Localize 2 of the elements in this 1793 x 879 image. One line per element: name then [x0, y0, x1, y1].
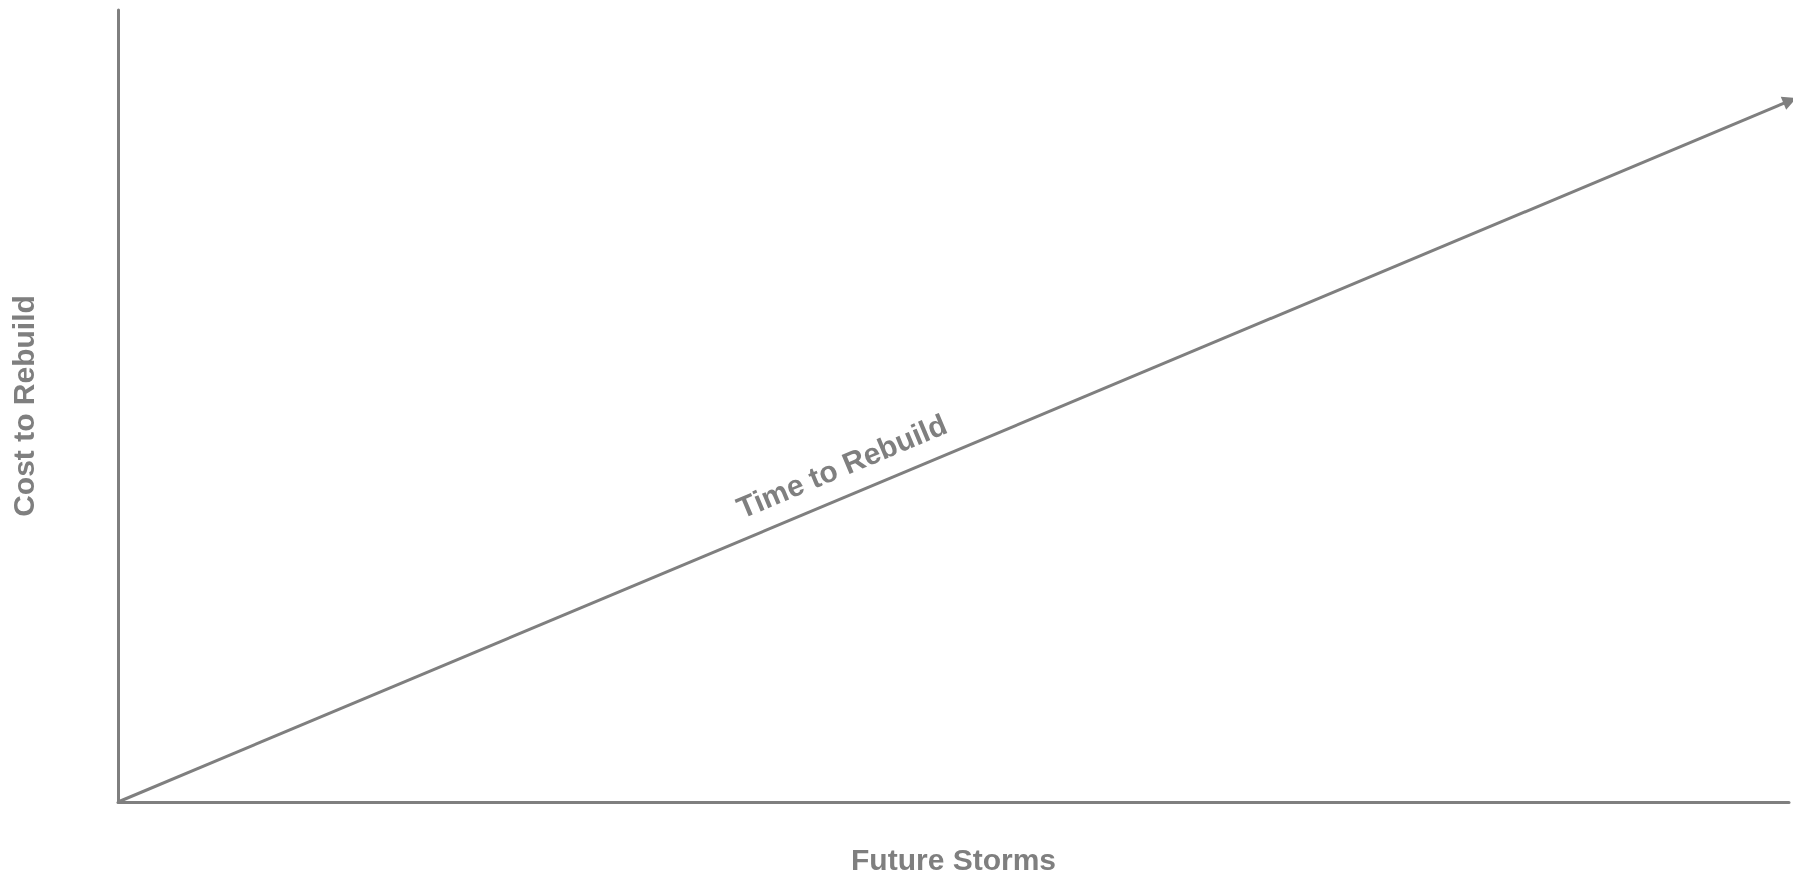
x-axis-title: Future Storms — [850, 842, 1057, 876]
y-axis-title: Cost to Rebuild — [6, 295, 40, 517]
